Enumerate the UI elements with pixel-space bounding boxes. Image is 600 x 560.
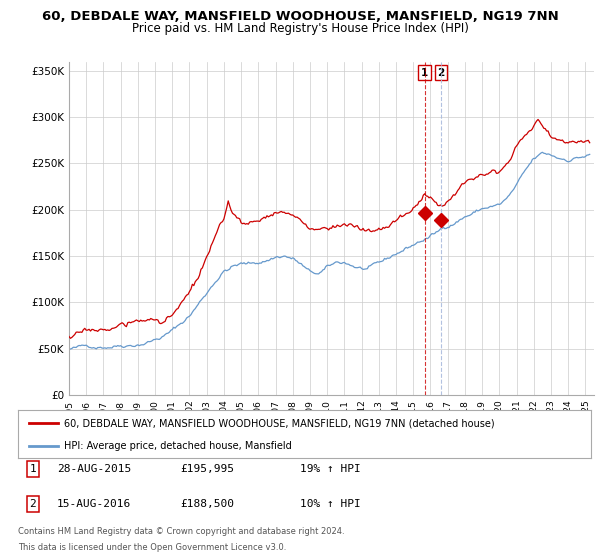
Text: HPI: Average price, detached house, Mansfield: HPI: Average price, detached house, Mans… — [64, 441, 292, 451]
Text: This data is licensed under the Open Government Licence v3.0.: This data is licensed under the Open Gov… — [18, 543, 286, 552]
Text: Price paid vs. HM Land Registry's House Price Index (HPI): Price paid vs. HM Land Registry's House … — [131, 22, 469, 35]
Text: 60, DEBDALE WAY, MANSFIELD WOODHOUSE, MANSFIELD, NG19 7NN: 60, DEBDALE WAY, MANSFIELD WOODHOUSE, MA… — [41, 10, 559, 23]
Text: £195,995: £195,995 — [180, 464, 234, 474]
Text: 1: 1 — [29, 464, 37, 474]
Text: £188,500: £188,500 — [180, 499, 234, 509]
Text: 28-AUG-2015: 28-AUG-2015 — [57, 464, 131, 474]
Text: 15-AUG-2016: 15-AUG-2016 — [57, 499, 131, 509]
Text: 2: 2 — [437, 68, 445, 78]
Text: Contains HM Land Registry data © Crown copyright and database right 2024.: Contains HM Land Registry data © Crown c… — [18, 528, 344, 536]
Text: 2: 2 — [29, 499, 37, 509]
Text: 19% ↑ HPI: 19% ↑ HPI — [300, 464, 361, 474]
Text: 10% ↑ HPI: 10% ↑ HPI — [300, 499, 361, 509]
Text: 60, DEBDALE WAY, MANSFIELD WOODHOUSE, MANSFIELD, NG19 7NN (detached house): 60, DEBDALE WAY, MANSFIELD WOODHOUSE, MA… — [64, 418, 494, 428]
Text: 1: 1 — [421, 68, 428, 78]
